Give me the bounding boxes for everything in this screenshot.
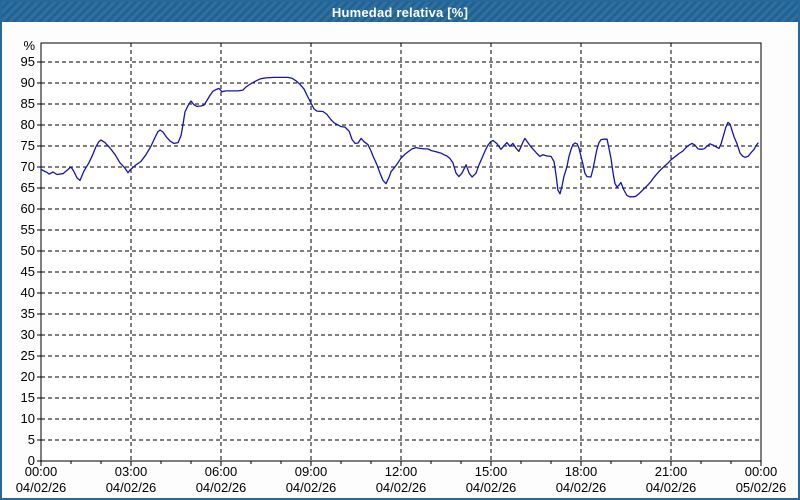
y-axis-label: 40 bbox=[21, 285, 35, 300]
y-axis-label: 10 bbox=[21, 411, 35, 426]
plot-area bbox=[40, 42, 762, 462]
x-axis-time-label: 21:00 bbox=[655, 464, 688, 479]
x-axis-date-label: 04/02/26 bbox=[16, 480, 67, 495]
x-axis-date-label: 04/02/26 bbox=[286, 480, 337, 495]
y-axis-label: 50 bbox=[21, 243, 35, 258]
y-axis-unit-label: % bbox=[23, 38, 35, 53]
y-axis-label: 90 bbox=[21, 75, 35, 90]
x-axis-time-label: 12:00 bbox=[385, 464, 418, 479]
x-axis-time-label: 15:00 bbox=[475, 464, 508, 479]
x-axis-date-label: 04/02/26 bbox=[196, 480, 247, 495]
y-axis-label: 95 bbox=[21, 54, 35, 69]
y-axis-label: 60 bbox=[21, 201, 35, 216]
x-axis-time-label: 03:00 bbox=[115, 464, 148, 479]
x-axis-date-label: 04/02/26 bbox=[466, 480, 517, 495]
title-bar: Humedad relativa [%] bbox=[2, 2, 798, 22]
y-axis-label: 15 bbox=[21, 390, 35, 405]
x-axis-date-label: 04/02/26 bbox=[106, 480, 157, 495]
humidity-line-series bbox=[40, 76, 759, 198]
y-axis-label: 25 bbox=[21, 348, 35, 363]
y-axis-label: 70 bbox=[21, 159, 35, 174]
y-axis-label: 45 bbox=[21, 264, 35, 279]
y-axis-label: 30 bbox=[21, 327, 35, 342]
x-axis-time-label: 18:00 bbox=[565, 464, 598, 479]
y-axis-label: 5 bbox=[28, 432, 35, 447]
y-axis-label: 55 bbox=[21, 222, 35, 237]
x-axis-time-label: 09:00 bbox=[295, 464, 328, 479]
y-axis-label: 20 bbox=[21, 369, 35, 384]
x-axis-date-label: 05/02/26 bbox=[736, 480, 787, 495]
x-axis-time-label: 00:00 bbox=[745, 464, 778, 479]
x-axis-date-label: 04/02/26 bbox=[646, 480, 697, 495]
y-axis-label: 85 bbox=[21, 96, 35, 111]
x-axis-date-label: 04/02/26 bbox=[556, 480, 607, 495]
y-axis-label: 80 bbox=[21, 117, 35, 132]
y-axis-label: 35 bbox=[21, 306, 35, 321]
chart-title: Humedad relativa [%] bbox=[331, 4, 469, 20]
y-axis-label: 75 bbox=[21, 138, 35, 153]
y-axis-label: 65 bbox=[21, 180, 35, 195]
y-axis-label: 0 bbox=[28, 453, 35, 468]
x-axis-time-label: 00:00 bbox=[25, 464, 58, 479]
x-axis-time-label: 06:00 bbox=[205, 464, 238, 479]
x-axis-date-label: 04/02/26 bbox=[376, 480, 427, 495]
